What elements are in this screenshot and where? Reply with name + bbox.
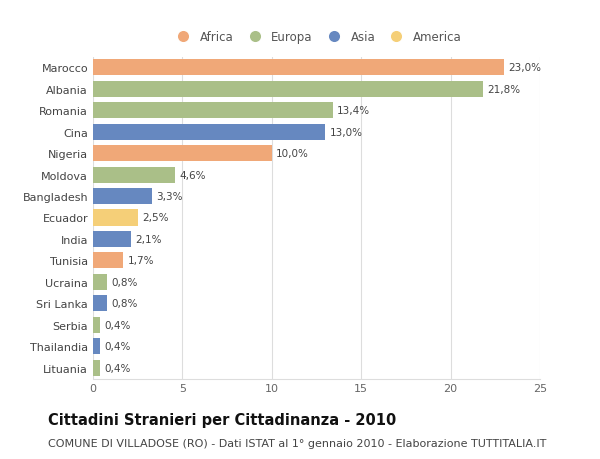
Bar <box>93 189 152 205</box>
Bar <box>93 210 138 226</box>
Text: 0,4%: 0,4% <box>104 341 131 352</box>
Bar <box>93 82 483 97</box>
Text: 2,1%: 2,1% <box>135 235 161 245</box>
Text: 0,8%: 0,8% <box>112 299 138 309</box>
Text: 23,0%: 23,0% <box>509 63 542 73</box>
Bar <box>93 103 332 119</box>
Text: 3,3%: 3,3% <box>157 191 183 202</box>
Bar <box>93 253 124 269</box>
Legend: Africa, Europa, Asia, America: Africa, Europa, Asia, America <box>167 26 466 49</box>
Bar <box>93 231 131 247</box>
Text: 0,4%: 0,4% <box>104 320 131 330</box>
Text: 0,8%: 0,8% <box>112 277 138 287</box>
Bar <box>93 338 100 354</box>
Bar <box>93 60 504 76</box>
Text: COMUNE DI VILLADOSE (RO) - Dati ISTAT al 1° gennaio 2010 - Elaborazione TUTTITAL: COMUNE DI VILLADOSE (RO) - Dati ISTAT al… <box>48 438 547 448</box>
Text: 10,0%: 10,0% <box>276 149 309 159</box>
Bar <box>93 167 175 183</box>
Bar <box>93 146 272 162</box>
Text: 13,4%: 13,4% <box>337 106 370 116</box>
Bar <box>93 296 107 312</box>
Bar <box>93 124 325 140</box>
Text: 21,8%: 21,8% <box>487 84 520 95</box>
Text: Cittadini Stranieri per Cittadinanza - 2010: Cittadini Stranieri per Cittadinanza - 2… <box>48 413 396 428</box>
Text: 13,0%: 13,0% <box>330 127 363 137</box>
Text: 4,6%: 4,6% <box>180 170 206 180</box>
Text: 0,4%: 0,4% <box>104 363 131 373</box>
Bar <box>93 274 107 290</box>
Bar <box>93 317 100 333</box>
Text: 1,7%: 1,7% <box>128 256 154 266</box>
Bar <box>93 360 100 376</box>
Text: 2,5%: 2,5% <box>142 213 169 223</box>
